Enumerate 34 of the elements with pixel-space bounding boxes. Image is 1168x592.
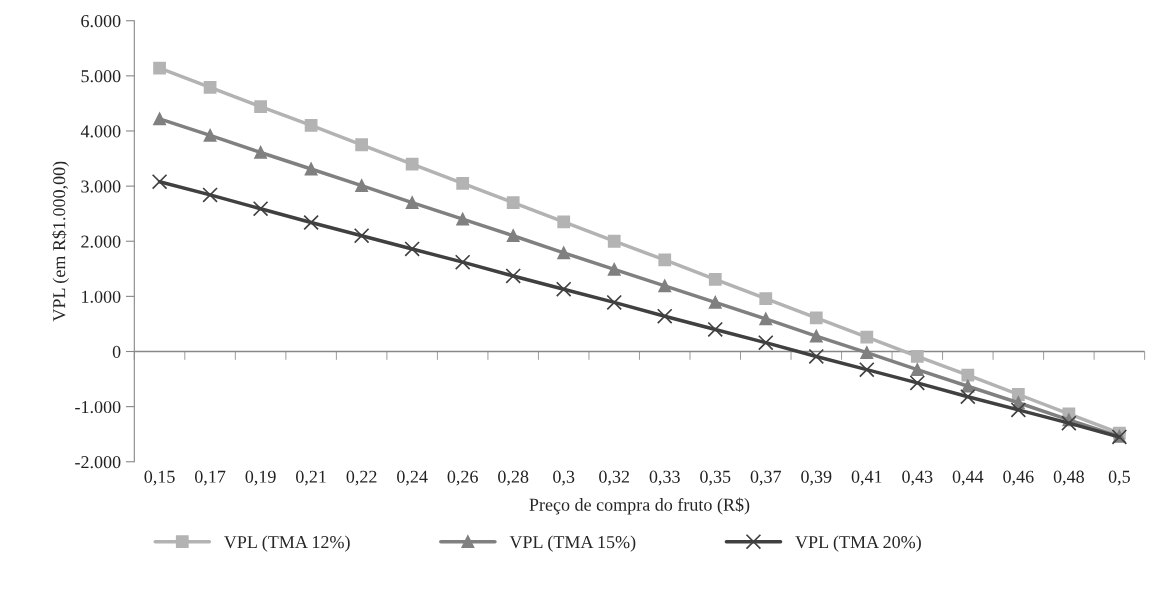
x-tick-label: 0,32 (599, 470, 630, 486)
x-tick-label: 0,24 (397, 470, 428, 486)
x-tick-label: 0,37 (750, 470, 782, 486)
x-tick-label: 0,22 (346, 470, 377, 486)
legend-label: VPL (TMA 12%) (224, 535, 350, 552)
y-axis-title: VPL (em R$1.000,00) (52, 161, 69, 322)
x-tick-label: 0,17 (194, 470, 226, 486)
x-tick-label: 0,41 (851, 470, 882, 486)
y-tick-label: 6.000 (81, 14, 121, 28)
x-tick-label: 0,15 (144, 470, 175, 486)
x-tick-label: 0,21 (296, 470, 326, 486)
y-tick-label: -2.000 (75, 456, 121, 469)
x-tick-label: 0,48 (1053, 470, 1084, 486)
x-axis-title: Preço de compra do fruto (R$) (529, 497, 750, 515)
x-tick-label: 0,39 (801, 470, 832, 486)
x-tick-label: 0,46 (1003, 470, 1034, 486)
legend-label: VPL (TMA 15%) (509, 535, 636, 552)
y-tick-label: 3.000 (81, 180, 121, 193)
x-tick-label: 0,28 (498, 470, 529, 486)
y-tick-label: -1.000 (75, 400, 121, 414)
y-tick-label: 4.000 (80, 125, 121, 138)
y-tick-label: 1.000 (82, 290, 121, 303)
x-tick-label: 0,3 (553, 470, 575, 486)
x-tick-label: 0,26 (447, 470, 478, 486)
y-tick-label: 2.000 (81, 235, 121, 248)
x-tick-label: 0,35 (700, 470, 731, 486)
x-tick-label: 0,44 (952, 470, 984, 486)
x-tick-label: 0,43 (902, 470, 933, 486)
x-tick-label: 0,19 (245, 470, 276, 486)
y-tick-label: 5.000 (81, 70, 121, 83)
x-tick-label: 0,33 (649, 470, 680, 486)
y-tick-label: 0 (112, 345, 121, 358)
x-tick-label: 0,5 (1108, 470, 1130, 486)
legend-label: VPL (TMA 20%) (795, 535, 921, 552)
